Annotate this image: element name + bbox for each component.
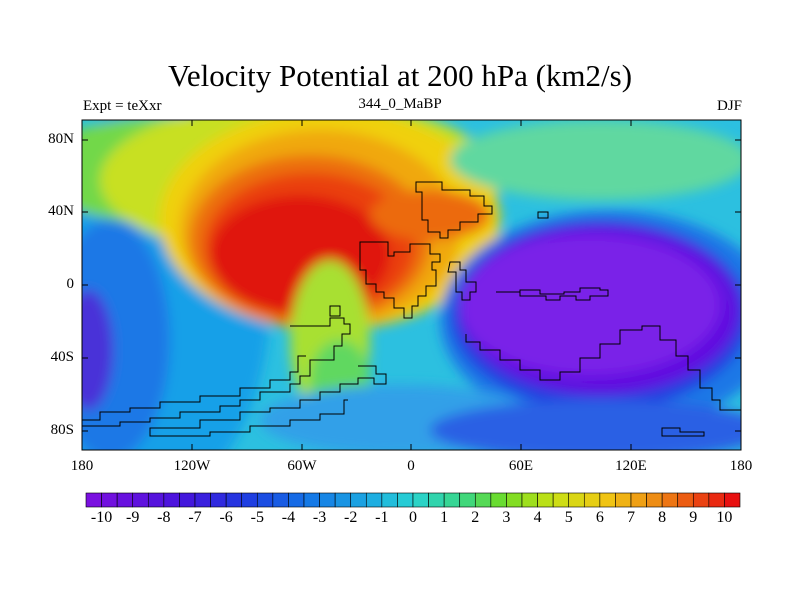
colorbar-swatch [428,492,445,508]
colorbar-label: 2 [471,509,480,526]
colorbar-swatch [256,492,274,508]
colorbar-swatch [583,492,601,508]
colorbar-swatch [132,492,149,508]
map-frame [81,119,742,451]
lon-label-120w: 120W [173,458,211,474]
coastlines [82,181,741,437]
colorbar-swatch [459,492,476,508]
colorbar-swatch [630,492,647,508]
colorbar-swatch [615,492,632,508]
colorbar-label: -7 [188,509,202,526]
colorbar-swatch [397,492,414,508]
colorbar [85,492,741,508]
colorbar-swatch [412,492,429,508]
colorbar-swatch [210,492,227,508]
lat-label-40s: 40S [50,349,74,365]
lat-label-80n: 80N [48,131,74,147]
colorbar-label: -6 [219,509,233,526]
colorbar-swatch [661,492,679,508]
colorbar-swatch [163,492,180,508]
colorbar-swatch [692,492,710,508]
colorbar-swatch [147,492,165,508]
colorbar-label: -2 [344,509,358,526]
colorbar-swatch [724,492,741,508]
colorbar-swatch [334,492,352,508]
colorbar-swatch [490,492,507,508]
lon-label-60e: 60E [508,458,534,474]
colorbar-label: 4 [533,509,542,526]
colorbar-swatch [350,492,367,508]
colorbar-swatch [443,492,461,508]
colorbar-swatch [319,492,336,508]
lon-label-180e: 180 [729,458,753,474]
lat-label-80s: 80S [50,422,74,438]
colorbar-swatch [552,492,570,508]
colorbar-label: -8 [157,509,171,526]
lon-label-0: 0 [407,458,415,474]
colorbar-label: -4 [281,509,296,526]
experiment-label: Expt = teXxr [83,98,162,114]
colorbar-swatch [85,492,102,508]
season-label: DJF [716,98,742,114]
colorbar-label: -9 [126,509,140,526]
colorbar-label: 7 [627,509,635,526]
colorbar-label: -1 [375,509,389,526]
colorbar-swatch [225,492,243,508]
colorbar-swatch [537,492,554,508]
colorbar-swatch [288,492,305,508]
colorbar-label: 1 [440,509,449,526]
colorbar-swatch [506,492,523,508]
lon-label-60w: 60W [287,458,317,474]
colorbar-label: 3 [502,509,511,526]
colorbar-swatch [241,492,258,508]
colorbar-swatch [179,492,196,508]
colorbar-swatch [568,492,585,508]
colorbar-label: 10 [716,509,733,526]
colorbar-swatch [599,492,616,508]
lon-label-120e: 120E [615,458,647,474]
colorbar-swatch [381,492,398,508]
colorbar-label: -5 [250,509,264,526]
colorbar-swatch [272,492,289,508]
colorbar-label: 0 [409,509,417,526]
contour-field [82,120,741,450]
plot-title: Velocity Potential at 200 hPa (km2/s) [167,58,633,93]
colorbar-label: 9 [689,509,698,526]
colorbar-label: 5 [564,509,573,526]
lat-label-40n: 40N [48,203,74,219]
colorbar-swatch [708,492,725,508]
colorbar-swatch [521,492,538,508]
colorbar-swatch [116,492,134,508]
colorbar-swatch [101,492,118,508]
colorbar-swatch [677,492,694,508]
lat-label-equator: 0 [66,276,75,292]
colorbar-swatch [646,492,663,508]
colorbar-swatch [365,492,383,508]
colorbar-label: -3 [312,509,327,526]
colorbar-label: -10 [90,509,113,526]
colorbar-swatch [194,492,211,508]
lon-label-180w: 180 [70,458,94,474]
run-label: 344_0_MaBP [358,96,442,112]
colorbar-swatch [303,492,320,508]
colorbar-label: 6 [595,509,604,526]
colorbar-swatch [474,492,492,508]
colorbar-label: 8 [658,509,667,526]
